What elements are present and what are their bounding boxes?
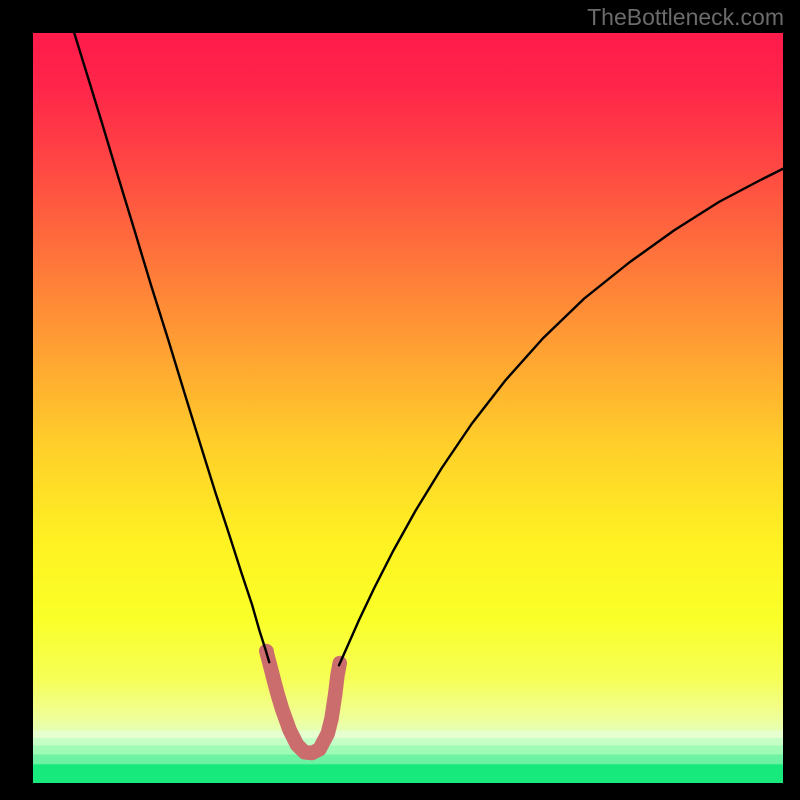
chart-canvas: TheBottleneck.com [0, 0, 800, 800]
plot-svg [33, 33, 783, 783]
plot-area [33, 33, 783, 783]
watermark-text: TheBottleneck.com [587, 4, 784, 31]
